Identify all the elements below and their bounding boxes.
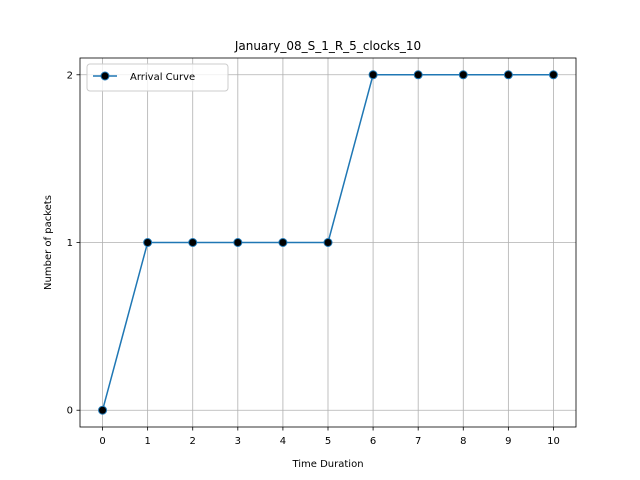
x-tick-label: 6 [370,436,376,447]
data-point [143,238,153,247]
x-tick-label: 7 [415,436,421,447]
data-point [413,70,423,80]
x-tick-label: 4 [280,436,286,447]
x-tick-label: 8 [460,436,466,447]
data-point [458,70,468,80]
y-axis-label: Number of packets [43,195,54,290]
data-point [368,70,378,80]
axis-ticks: 0 1 2 3 4 5 6 7 8 9 10 0 1 2 [67,70,560,447]
data-point [548,70,558,80]
x-tick-label: 0 [99,436,105,447]
x-axis-label: Time Duration [291,459,363,470]
legend: Arrival Curve [86,63,229,92]
legend-label-arrival-curve: Arrival Curve [130,72,195,83]
data-point [188,238,198,247]
x-tick-label: 2 [190,436,196,447]
legend-box [86,63,229,92]
data-point [323,238,333,247]
y-tick-label: 0 [67,406,73,417]
legend-marker-swatch [100,71,110,81]
y-tick-label: 2 [67,70,73,81]
data-point [98,405,108,415]
x-tick-label: 10 [547,436,560,447]
data-point [233,238,243,247]
x-tick-label: 9 [505,436,511,447]
x-tick-label: 3 [235,436,241,447]
data-point [278,238,288,247]
data-point [503,70,513,80]
x-tick-label: 5 [325,436,331,447]
x-tick-label: 1 [144,436,150,447]
chart-title: January_08_S_1_R_5_clocks_10 [234,39,421,53]
series-layer [98,70,558,415]
y-tick-label: 1 [67,238,73,249]
